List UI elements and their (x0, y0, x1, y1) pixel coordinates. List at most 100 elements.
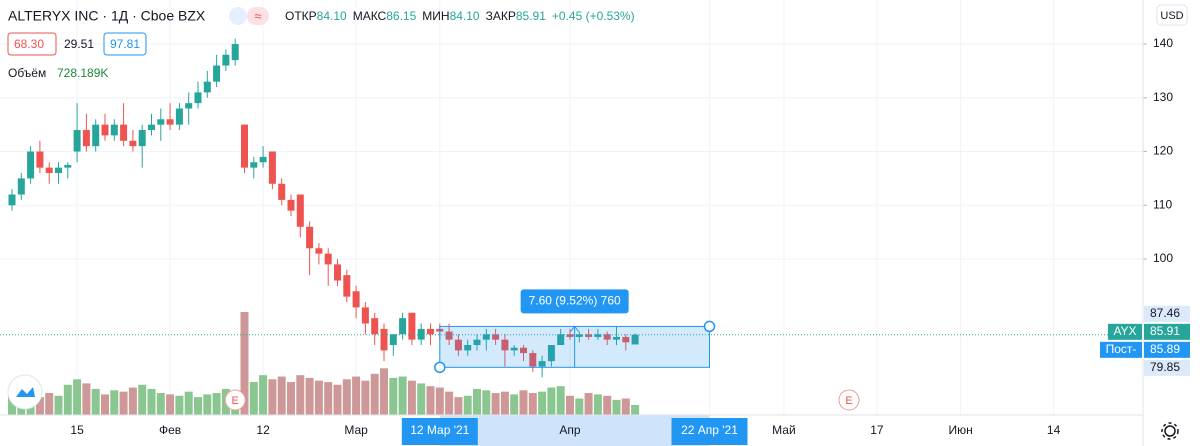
volume-bar (575, 398, 584, 415)
candle-body (92, 124, 100, 147)
candle-body (622, 336, 630, 343)
volume-bar (407, 380, 416, 415)
volume-bar (212, 393, 221, 415)
candle-body (241, 124, 248, 168)
volume-bar (603, 395, 612, 415)
ticker-tag-box (1108, 323, 1142, 340)
indicator-value: 29.51 (64, 37, 94, 51)
candle-body (55, 167, 62, 174)
candle-body (45, 167, 53, 174)
icon (229, 7, 247, 25)
candle-body (324, 253, 332, 265)
volume-value: 728.189K (57, 66, 108, 80)
candle-body (64, 164, 72, 168)
price-label-box (1144, 305, 1190, 322)
candle-body (166, 119, 174, 125)
volume-bar (305, 377, 314, 415)
y-tick-label: 120 (1153, 144, 1173, 158)
candle-body (585, 334, 593, 337)
post-tag: Пост- (1106, 342, 1137, 356)
candle-body (427, 328, 434, 335)
price-label: 85.91 (1150, 324, 1180, 338)
candle-body (306, 226, 314, 249)
y-tick-label: 110 (1153, 197, 1172, 211)
currency: USD (1160, 10, 1183, 22)
volume-bar (147, 388, 156, 415)
icon (247, 7, 269, 25)
candle-body (203, 81, 211, 93)
price-label-box (1144, 323, 1190, 340)
candle-body (222, 54, 230, 66)
volume-bar (426, 386, 435, 415)
ohlc-label: ОТКР (285, 9, 317, 23)
volume-bar (547, 387, 556, 415)
volume-bar (454, 397, 463, 415)
candle-body (82, 130, 90, 147)
volume-bar (259, 375, 268, 415)
symbol: ALTERYX INC · 1Д · Cboe BZX (8, 8, 206, 24)
x-tick-label: 17 (870, 423, 884, 437)
volume-bar (342, 379, 351, 415)
x-tick-label: Май (772, 423, 796, 437)
price-label: 87.46 (1150, 306, 1180, 320)
x-tick-label: 12 (256, 423, 270, 437)
candle-body (575, 334, 583, 337)
candle-body (361, 307, 369, 324)
ohlc-label: МИН (422, 9, 449, 23)
volume-bar (314, 380, 323, 415)
earnings-marker[interactable] (224, 389, 246, 411)
x-tick-label: 15 (70, 423, 84, 437)
measure-handle[interactable] (434, 361, 446, 374)
y-tick-label: 130 (1153, 90, 1173, 104)
volume-bar (268, 379, 277, 415)
volume-bar (82, 383, 91, 415)
volume-bar (324, 382, 333, 415)
candle-body (343, 275, 351, 297)
candle-body (17, 178, 25, 195)
candle-body (464, 345, 472, 351)
x-tick-label: Апр (559, 423, 581, 437)
candle-body (417, 328, 425, 340)
earnings-marker[interactable] (838, 389, 860, 411)
candle-body (129, 140, 137, 147)
candle-body (278, 183, 286, 200)
volume-bar (566, 395, 574, 415)
volume-bar (621, 398, 630, 415)
volume-bar (500, 391, 509, 415)
price-label-box (1144, 341, 1190, 358)
volume-bar (194, 397, 202, 415)
volume-bar (482, 390, 491, 415)
currency-box[interactable] (1156, 4, 1188, 26)
y-tick-label: 140 (1153, 36, 1173, 50)
candle-body (557, 334, 565, 346)
volume-bar (417, 383, 426, 415)
candle-body (482, 334, 490, 340)
ohlc-value: 86.15 (386, 9, 416, 23)
volume-bar (73, 379, 82, 415)
ohlc-value: 85.91 (516, 9, 546, 23)
volume-bar (584, 393, 593, 415)
time-highlight (401, 418, 478, 445)
logo[interactable] (7, 374, 43, 410)
candle-body (445, 331, 453, 340)
volume-bar (333, 384, 342, 415)
volume-bar (445, 391, 454, 415)
candle-body (194, 92, 202, 104)
measure-handle[interactable] (703, 320, 716, 333)
indicator-value: 68.30 (14, 37, 44, 51)
volume-bar (287, 382, 295, 415)
measure-label-box (520, 289, 629, 314)
candle-body (287, 199, 295, 211)
indicator-box (7, 32, 57, 56)
candle-body (148, 124, 155, 131)
volume-bar (296, 375, 305, 415)
settings[interactable] (1161, 422, 1179, 440)
candle-body (408, 312, 416, 340)
candle-body (8, 194, 16, 206)
volume-bar (166, 394, 175, 415)
grid (0, 0, 1147, 446)
volume-bar (612, 399, 621, 415)
candle-body (594, 334, 602, 337)
post-tag-box (1100, 341, 1142, 358)
